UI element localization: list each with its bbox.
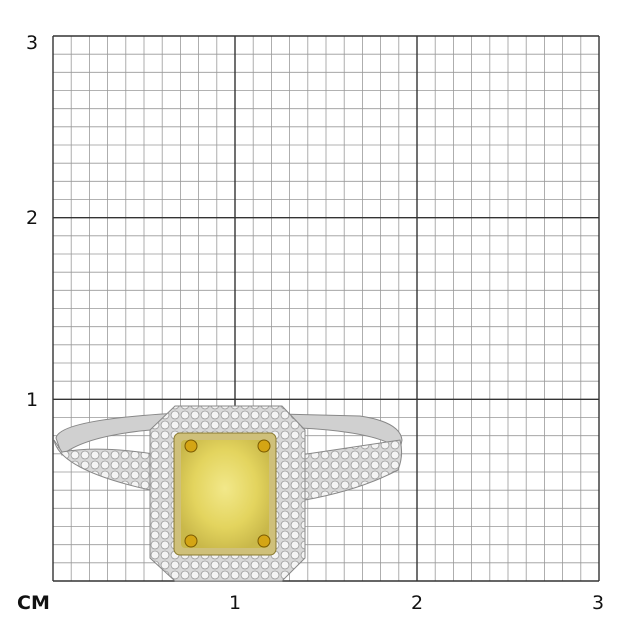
x-tick-2: 2	[411, 592, 424, 614]
x-tick-1: 1	[229, 592, 242, 614]
major-grid-lines	[52, 35, 600, 582]
prong	[184, 439, 198, 453]
minor-grid-lines	[53, 36, 599, 581]
x-tick-3: 3	[592, 592, 605, 614]
y-tick-1: 1	[26, 389, 39, 411]
y-tick-3: 3	[26, 32, 39, 54]
unit-label: CM	[17, 592, 50, 614]
y-tick-2: 2	[26, 207, 39, 229]
ring-image	[53, 405, 403, 582]
center-stone	[181, 440, 269, 548]
